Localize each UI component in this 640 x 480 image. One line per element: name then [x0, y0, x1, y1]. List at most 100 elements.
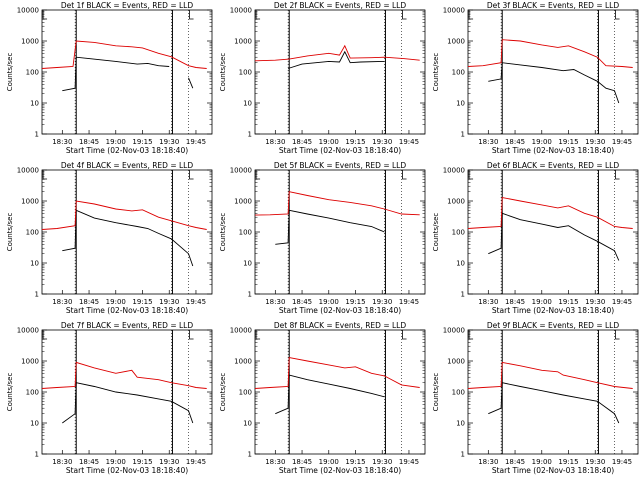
events-series-line	[62, 209, 194, 267]
y-tick-label: 10	[30, 260, 39, 268]
y-tick-label: 1	[461, 291, 465, 299]
y-axis-label: Counts/sec	[6, 213, 14, 252]
x-tick-label: 19:15	[345, 298, 365, 306]
plot-frame	[41, 9, 213, 135]
x-tick-label: 19:30	[372, 458, 392, 466]
lld-series-line	[254, 191, 420, 216]
x-tick-label: 18:45	[292, 138, 312, 146]
x-tick-label: 18:30	[52, 458, 72, 466]
x-tick-label: 19:45	[399, 138, 419, 146]
y-tick-label: 10	[243, 100, 252, 108]
interval-flag	[615, 170, 620, 180]
x-tick-label: 18:45	[292, 458, 312, 466]
y-axis-label: Counts/sec	[432, 53, 440, 92]
detector-panel-9: Det 9f BLACK = Events, RED = LLD 1 10 100 10…	[432, 321, 639, 475]
x-tick-label: 19:45	[186, 298, 206, 306]
x-tick-label: 19:45	[186, 458, 206, 466]
y-tick-label: 1	[461, 131, 465, 139]
y-tick-label: 1000	[234, 198, 252, 206]
plot-frame	[41, 329, 213, 455]
x-tick-label: 19:30	[372, 138, 392, 146]
lld-series-line	[467, 39, 633, 68]
x-tick-label: 19:30	[159, 298, 179, 306]
lld-series-line	[254, 44, 420, 62]
events-series-line	[62, 382, 194, 424]
y-axis-label: Counts/sec	[219, 213, 227, 252]
x-tick-label: 18:45	[505, 458, 525, 466]
y-tick-label: 100	[452, 389, 465, 397]
panel-title: Det 3f BLACK = Events, RED = LLD	[487, 1, 620, 10]
x-tick-label: 19:15	[345, 138, 365, 146]
x-tick-label: 18:45	[292, 298, 312, 306]
panel-title: Det 9f BLACK = Events, RED = LLD	[487, 321, 620, 330]
plot-frame	[467, 9, 639, 135]
detector-panel-7: Det 7f BLACK = Events, RED = LLD 1 10 100 10…	[6, 321, 213, 475]
x-tick-label: 18:30	[265, 298, 285, 306]
y-axis-label: Counts/sec	[219, 53, 227, 92]
detector-panel-4: Det 4f BLACK = Events, RED = LLD 1 10 100 10…	[6, 161, 213, 315]
interval-flag	[189, 330, 194, 340]
y-tick-label: 100	[26, 389, 39, 397]
x-tick-label: 19:30	[159, 458, 179, 466]
x-tick-label: 19:30	[372, 298, 392, 306]
y-tick-label: 10	[456, 260, 465, 268]
events-series-line	[275, 374, 385, 415]
x-tick-label: 18:30	[478, 138, 498, 146]
panel-title: Det 2f BLACK = Events, RED = LLD	[274, 1, 407, 10]
x-tick-label: 19:30	[585, 298, 605, 306]
y-tick-label: 1000	[234, 358, 252, 366]
y-tick-label: 10000	[230, 327, 252, 335]
interval-flag	[189, 10, 194, 20]
x-tick-label: 18:45	[79, 298, 99, 306]
interval-flag	[615, 10, 620, 20]
x-axis-label: Start Time (02-Nov-03 18:18:40)	[279, 146, 401, 155]
x-axis-label: Start Time (02-Nov-03 18:18:40)	[492, 306, 614, 315]
x-tick-label: 18:45	[505, 298, 525, 306]
y-tick-label: 1000	[234, 38, 252, 46]
interval-flag	[402, 10, 407, 20]
y-tick-label: 100	[239, 389, 252, 397]
y-axis-label: Counts/sec	[6, 53, 14, 92]
y-tick-label: 10	[243, 420, 252, 428]
y-tick-label: 1000	[447, 38, 465, 46]
panel-title: Det 8f BLACK = Events, RED = LLD	[274, 321, 407, 330]
y-tick-label: 1000	[447, 358, 465, 366]
events-series-line	[287, 50, 385, 69]
y-tick-label: 1	[35, 131, 39, 139]
x-axis-label: Start Time (02-Nov-03 18:18:40)	[279, 466, 401, 475]
panel-title: Det 4f BLACK = Events, RED = LLD	[61, 161, 194, 170]
y-tick-label: 1	[35, 291, 39, 299]
x-axis-label: Start Time (02-Nov-03 18:18:40)	[492, 466, 614, 475]
x-tick-label: 18:30	[52, 138, 72, 146]
y-axis-label: Counts/sec	[6, 373, 14, 412]
x-axis-label: Start Time (02-Nov-03 18:18:40)	[279, 306, 401, 315]
y-tick-label: 100	[26, 69, 39, 77]
x-tick-label: 19:45	[186, 138, 206, 146]
plot-frame	[254, 329, 426, 455]
x-tick-label: 19:15	[558, 458, 578, 466]
y-tick-label: 10	[456, 420, 465, 428]
x-tick-label: 19:15	[132, 138, 152, 146]
x-tick-label: 18:30	[478, 298, 498, 306]
x-tick-label: 19:30	[585, 138, 605, 146]
detector-panel-5: Det 5f BLACK = Events, RED = LLD 1 10 100 10…	[219, 161, 426, 315]
x-tick-label: 19:00	[319, 458, 339, 466]
x-tick-label: 18:30	[265, 458, 285, 466]
x-tick-label: 19:45	[399, 298, 419, 306]
y-tick-label: 10	[243, 260, 252, 268]
x-tick-label: 19:15	[558, 298, 578, 306]
x-tick-label: 18:30	[52, 298, 72, 306]
x-tick-label: 19:15	[345, 458, 365, 466]
x-axis-label: Start Time (02-Nov-03 18:18:40)	[66, 306, 188, 315]
x-tick-label: 18:45	[79, 458, 99, 466]
detector-panel-8: Det 8f BLACK = Events, RED = LLD 1 10 100 10…	[219, 321, 426, 475]
plot-frame	[467, 329, 639, 455]
lld-series-line	[467, 196, 633, 229]
y-tick-label: 100	[239, 229, 252, 237]
lld-series-line	[41, 40, 207, 69]
y-axis-label: Counts/sec	[432, 373, 440, 412]
x-tick-label: 19:15	[132, 458, 152, 466]
lld-series-line	[254, 356, 420, 389]
interval-flag	[402, 330, 407, 340]
